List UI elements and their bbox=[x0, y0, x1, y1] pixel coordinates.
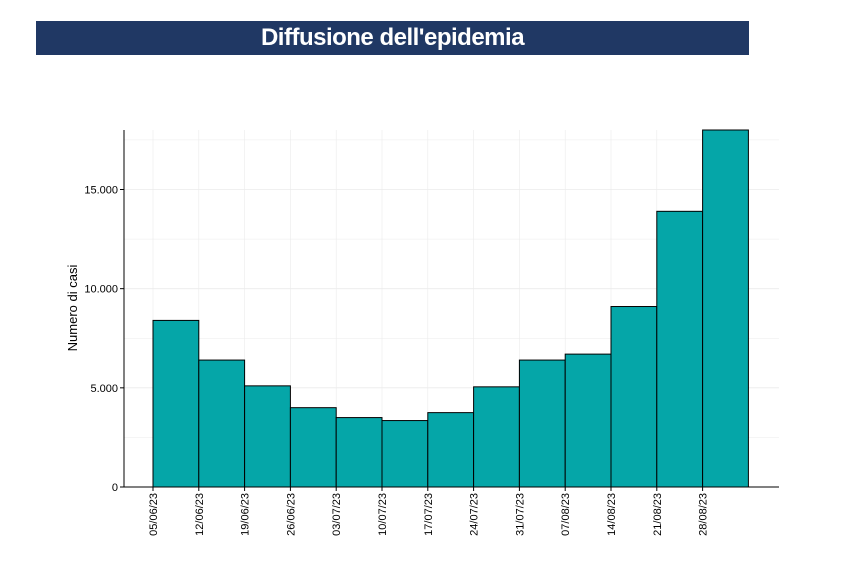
x-tick-label: 24/07/23 bbox=[469, 493, 481, 536]
x-tick-label: 17/07/23 bbox=[423, 493, 435, 536]
bar-07/08/23 bbox=[564, 353, 612, 488]
y-tick-label: 10.000 bbox=[84, 284, 118, 296]
x-tick-label: 12/06/23 bbox=[194, 493, 206, 536]
bar-14/08/23 bbox=[610, 306, 658, 488]
bar-19/06/23 bbox=[244, 385, 291, 488]
x-tick-label: 05/06/23 bbox=[148, 493, 160, 536]
chart-title: Diffusione dell'epidemia bbox=[260, 24, 525, 51]
tick-labels: 05/06/23 12/06/23 19/06/23 26/06/23 03/07/23… bbox=[84, 185, 709, 536]
bar-21/08/23 bbox=[656, 210, 704, 488]
x-tick-label: 10/07/23 bbox=[377, 493, 389, 536]
x-tick-label: 19/06/23 bbox=[240, 493, 252, 536]
bar-10/07/23 bbox=[381, 420, 429, 488]
bar-05/06/23 bbox=[152, 319, 200, 488]
y-tick-label: 5.000 bbox=[90, 383, 118, 395]
bars bbox=[152, 129, 749, 488]
y-tick-label: 15.000 bbox=[84, 185, 118, 197]
bar-03/07/23 bbox=[335, 417, 383, 488]
x-tick-label: 03/07/23 bbox=[331, 493, 343, 536]
bar-28/08/23 bbox=[702, 129, 749, 488]
y-tick-label: 0 bbox=[112, 482, 118, 494]
bar-24/07/23 bbox=[473, 386, 520, 488]
bar-26/06/23 bbox=[289, 407, 337, 488]
chart-title-banner: Diffusione dell'epidemia bbox=[36, 21, 749, 55]
y-axis-title: Numero di casi bbox=[65, 265, 80, 352]
x-tick-label: 28/08/23 bbox=[698, 493, 710, 536]
x-tick-label: 31/07/23 bbox=[514, 493, 526, 536]
x-tick-label: 07/08/23 bbox=[560, 493, 572, 536]
x-tick-label: 26/06/23 bbox=[285, 493, 297, 536]
bar-12/06/23 bbox=[198, 359, 246, 488]
x-tick-label: 21/08/23 bbox=[652, 493, 664, 536]
bar-31/07/23 bbox=[518, 359, 566, 488]
x-tick-label: 14/08/23 bbox=[606, 493, 618, 536]
bar-17/07/23 bbox=[427, 412, 475, 488]
